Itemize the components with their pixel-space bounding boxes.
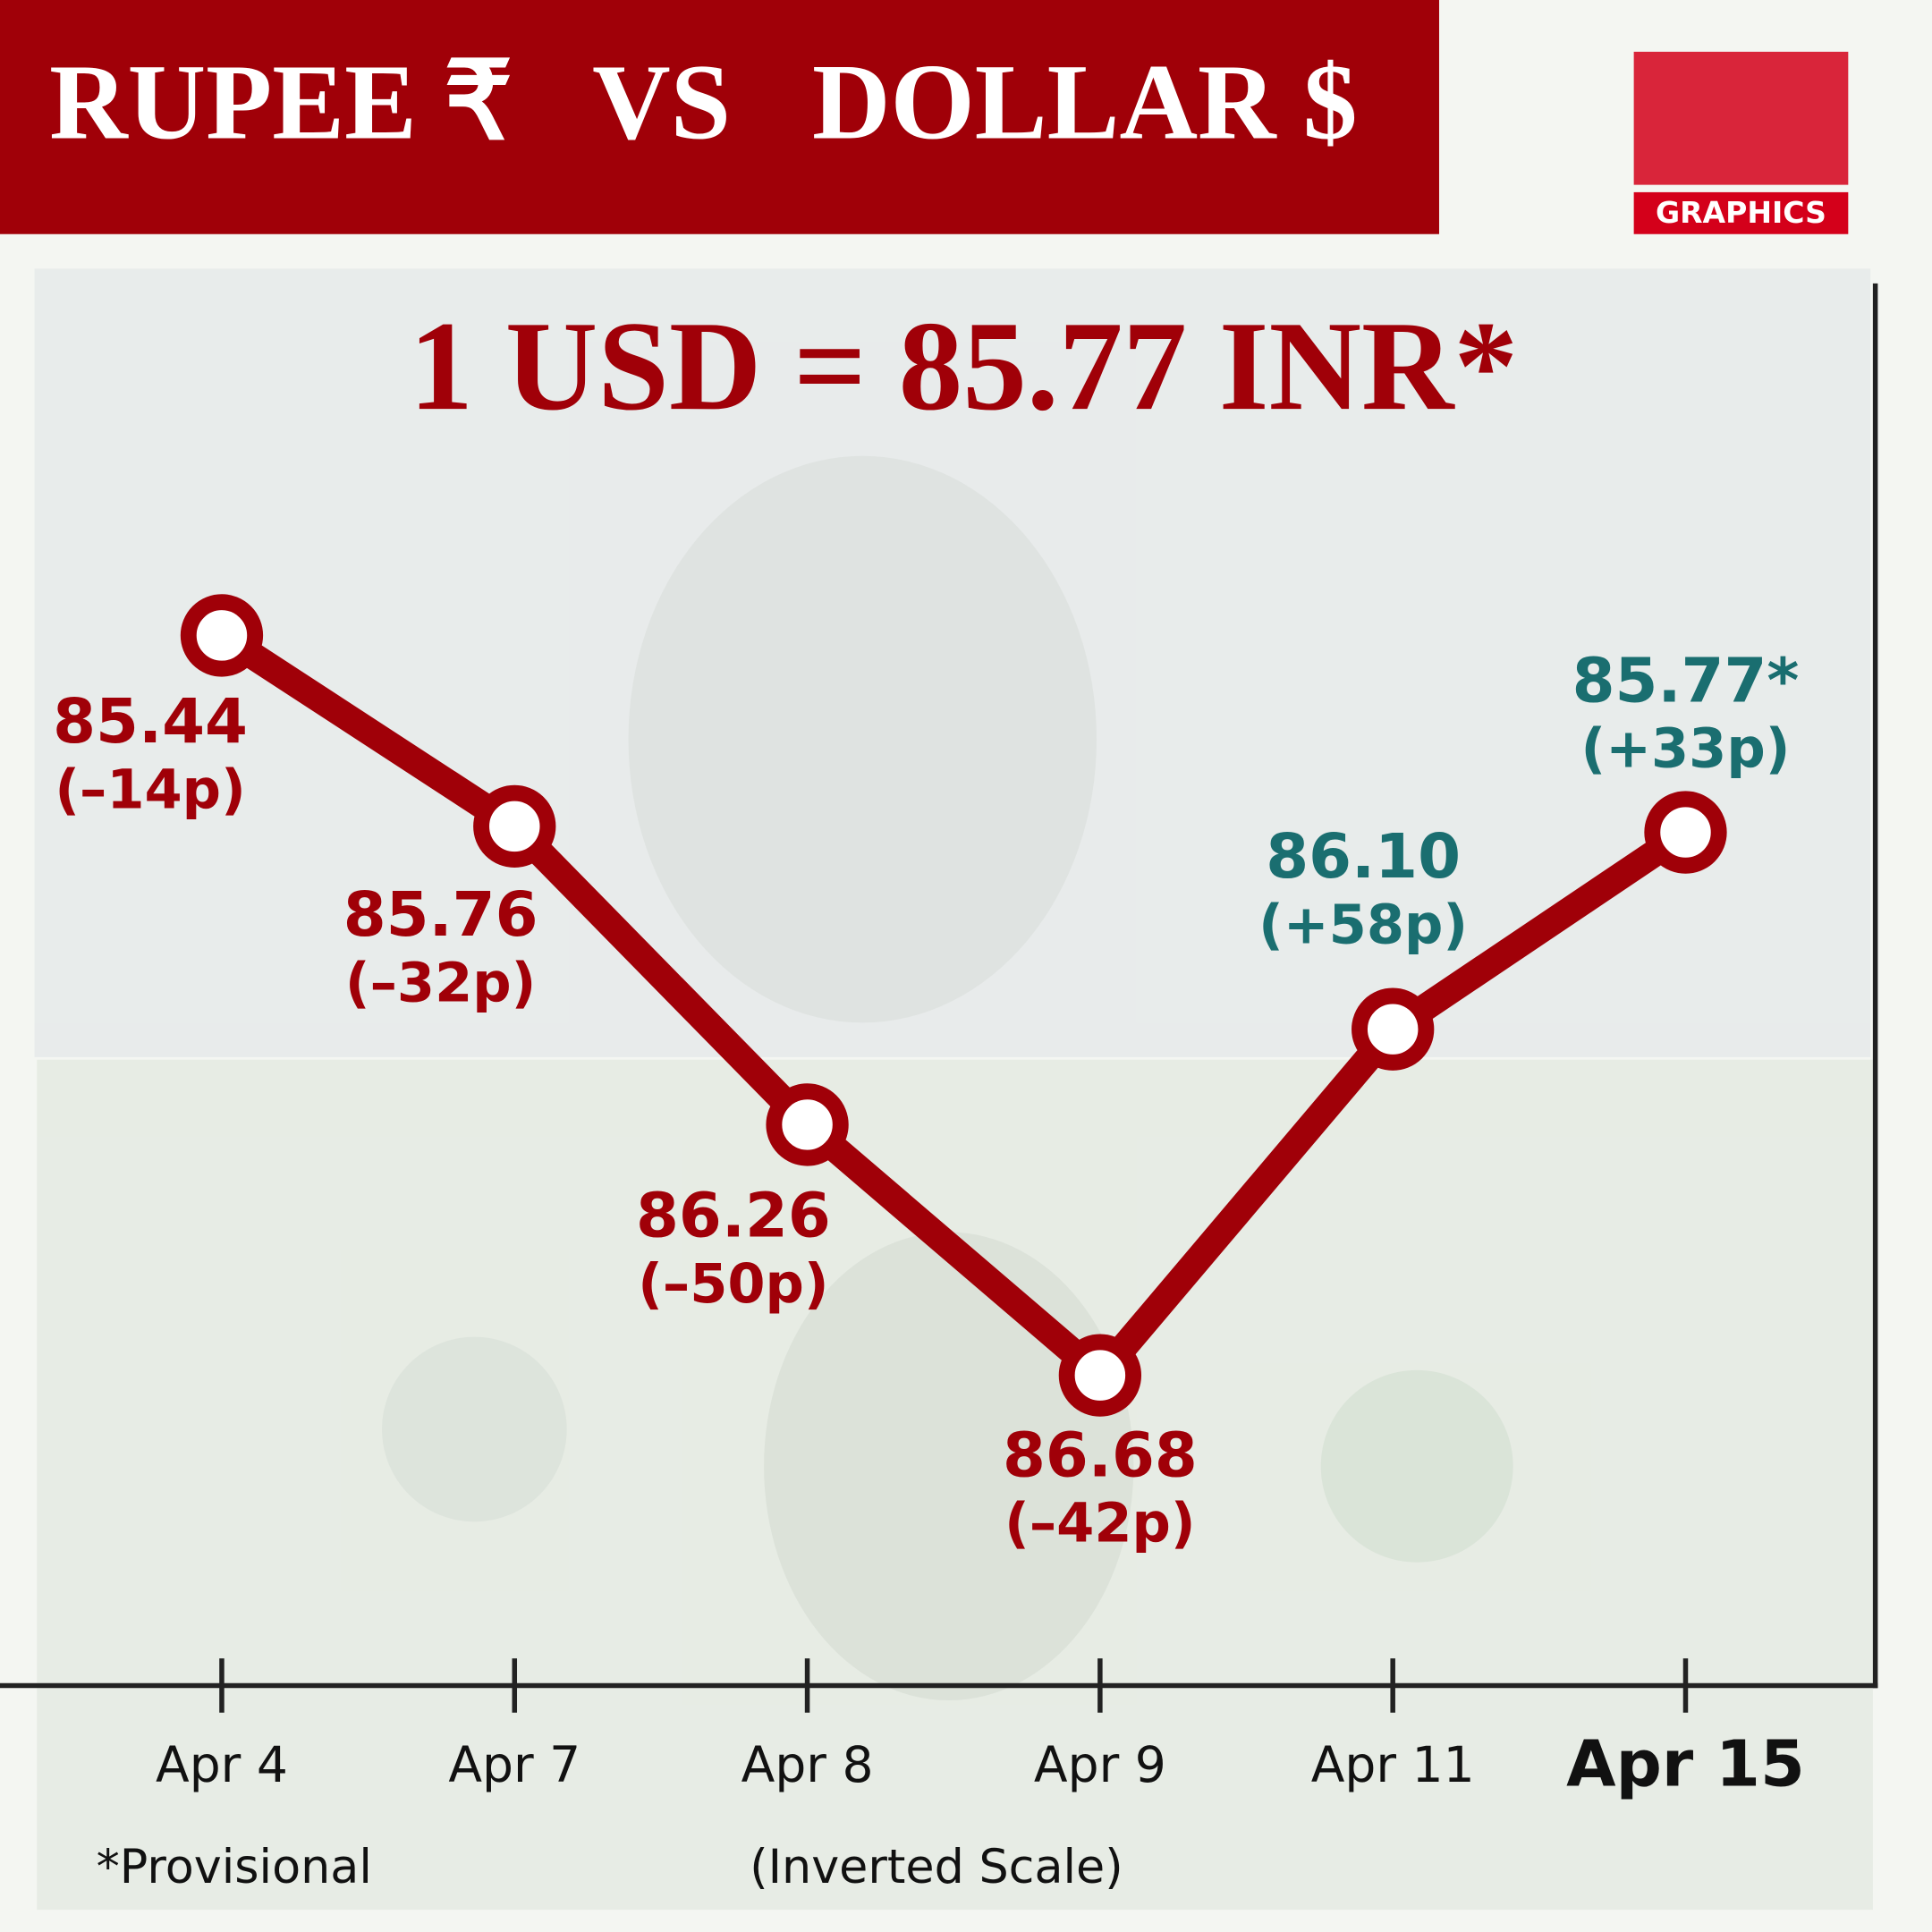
logo-mark [1633,51,1849,185]
logo-badge [1633,191,1849,234]
x-tick-label: Apr 7 [448,1736,580,1793]
point [766,1083,849,1166]
scale-note: (Inverted Scale) [750,1840,1123,1894]
point [1058,1334,1142,1417]
change-label: (–14p) [55,758,245,821]
value-label: 86.68 [1003,1419,1198,1491]
change-label: (+58p) [1258,894,1468,956]
chart-title: RUPEE ₹ VS DOLLAR $ [49,43,1357,163]
portrait [628,455,1097,1023]
x-tick-label: Apr 9 [1034,1736,1166,1793]
value-label: 85.77* [1572,645,1800,716]
subtitle: 1 USD = 85.77 INR* [409,294,1518,436]
logo: GRAPHICS [1633,51,1849,234]
x-tick-label: Apr 4 [156,1736,288,1793]
value-label: 85.44 [53,686,248,758]
value-label: 86.26 [636,1181,831,1252]
title-banner [0,0,1439,234]
x-tick-label: Apr 8 [741,1736,874,1793]
x-tick-label: Apr 11 [1311,1736,1475,1793]
point [180,594,264,677]
value-label: 85.76 [343,879,538,951]
point [1644,791,1727,874]
seal [382,1336,567,1522]
change-label: (–50p) [638,1253,828,1316]
background-notes [34,268,1873,1911]
change-label: (+33p) [1581,718,1791,781]
footnote: *Provisional [97,1840,372,1894]
logo-label: GRAPHICS [1656,195,1826,230]
point [1352,987,1435,1071]
value-label: 86.10 [1266,821,1461,893]
seal [1320,1369,1513,1563]
change-label: (–42p) [1004,1493,1195,1555]
point [473,784,556,869]
x-tick-label: Apr 15 [1566,1726,1805,1801]
change-label: (–32p) [345,953,536,1015]
portrait [764,1232,1134,1701]
line [214,623,1693,1389]
